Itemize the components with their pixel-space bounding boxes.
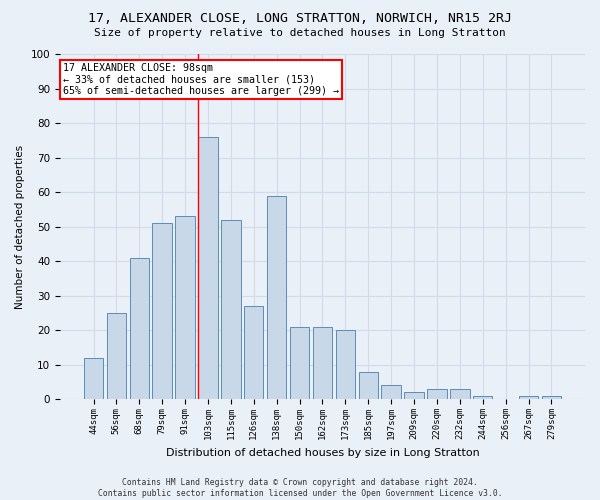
Bar — [221, 220, 241, 400]
Text: Size of property relative to detached houses in Long Stratton: Size of property relative to detached ho… — [94, 28, 506, 38]
Bar — [107, 313, 126, 400]
Text: Contains HM Land Registry data © Crown copyright and database right 2024.
Contai: Contains HM Land Registry data © Crown c… — [98, 478, 502, 498]
Bar — [473, 396, 493, 400]
Bar — [335, 330, 355, 400]
Bar — [359, 372, 378, 400]
Bar — [244, 306, 263, 400]
Bar — [382, 386, 401, 400]
Bar — [290, 327, 309, 400]
Bar — [313, 327, 332, 400]
Bar — [542, 396, 561, 400]
Bar — [404, 392, 424, 400]
Bar — [519, 396, 538, 400]
Bar — [130, 258, 149, 400]
Bar — [450, 389, 470, 400]
Text: 17, ALEXANDER CLOSE, LONG STRATTON, NORWICH, NR15 2RJ: 17, ALEXANDER CLOSE, LONG STRATTON, NORW… — [88, 12, 512, 26]
Text: 17 ALEXANDER CLOSE: 98sqm
← 33% of detached houses are smaller (153)
65% of semi: 17 ALEXANDER CLOSE: 98sqm ← 33% of detac… — [62, 62, 338, 96]
Y-axis label: Number of detached properties: Number of detached properties — [15, 144, 25, 308]
X-axis label: Distribution of detached houses by size in Long Stratton: Distribution of detached houses by size … — [166, 448, 479, 458]
Bar — [175, 216, 195, 400]
Bar — [152, 223, 172, 400]
Bar — [267, 196, 286, 400]
Bar — [427, 389, 446, 400]
Bar — [198, 137, 218, 400]
Bar — [84, 358, 103, 400]
